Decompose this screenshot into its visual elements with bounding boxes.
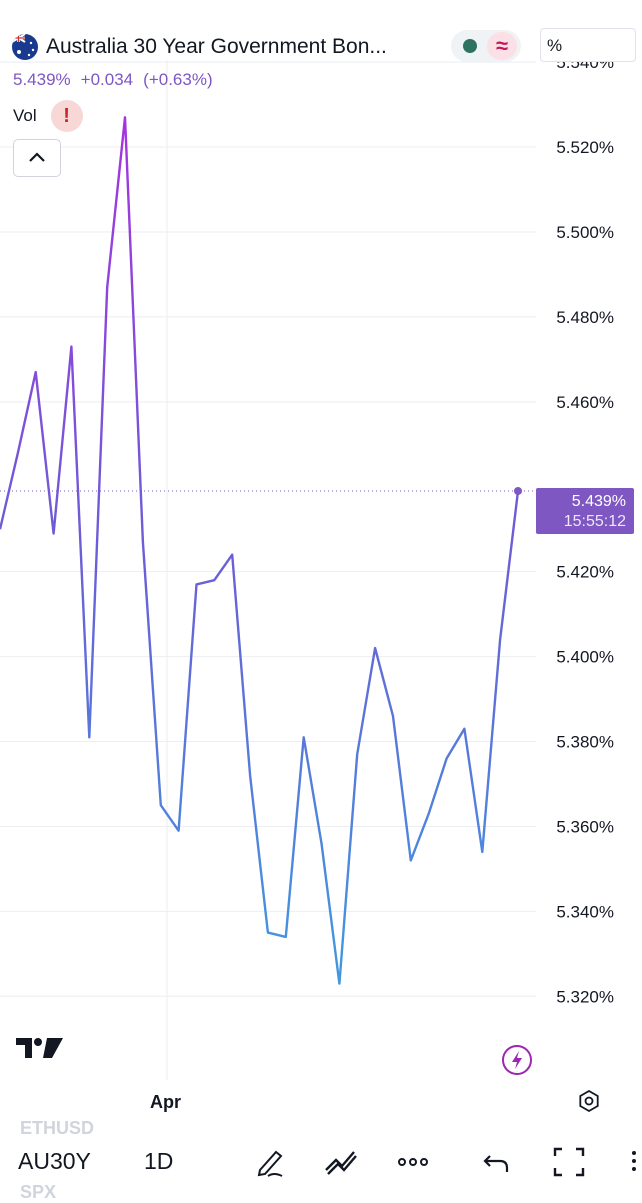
fullscreen-icon[interactable] <box>550 1144 588 1180</box>
y-axis-label: 5.480% <box>556 308 614 327</box>
y-axis-label: 5.420% <box>556 563 614 582</box>
chart-settings-icon[interactable] <box>576 1088 602 1114</box>
price-chart[interactable]: 5.540%5.520%5.500%5.480%5.460%5.420%5.40… <box>0 0 642 1130</box>
price-summary: 5.439% +0.034 (+0.63%) <box>13 70 213 90</box>
more-options-icon[interactable] <box>394 1144 432 1180</box>
australia-flag-icon <box>12 34 38 60</box>
price-change: +0.034 <box>80 70 134 89</box>
bottom-toolbar: AU30Y 1D <box>0 1134 642 1190</box>
undo-icon[interactable] <box>478 1144 516 1180</box>
overflow-menu-icon[interactable] <box>622 1144 642 1180</box>
y-axis-label: 5.500% <box>556 223 614 242</box>
y-axis-labels: 5.540%5.520%5.500%5.480%5.460%5.420%5.40… <box>556 53 614 1006</box>
volume-indicator-row: Vol ! <box>13 100 83 132</box>
y-axis-label: 5.460% <box>556 393 614 412</box>
tradingview-logo-icon[interactable] <box>16 1036 64 1065</box>
price-series-line <box>0 116 520 985</box>
collapse-legend-button[interactable] <box>13 139 61 177</box>
symbol-selector[interactable]: AU30Y <box>18 1148 91 1174</box>
last-price-time: 15:55:12 <box>563 513 626 530</box>
drawing-pen-icon[interactable] <box>252 1144 290 1180</box>
chart-grid <box>0 61 536 997</box>
last-price-value: 5.439% <box>571 493 626 510</box>
indicators-icon[interactable] <box>322 1144 360 1180</box>
x-axis-label-apr: Apr <box>150 1092 181 1112</box>
current-price: 5.439% <box>13 70 71 89</box>
percent-unit-selector[interactable]: % <box>540 28 636 62</box>
market-open-dot-icon <box>463 39 477 53</box>
last-price-tag: 5.439% 15:55:12 <box>536 488 634 534</box>
price-change-percent: (+0.63%) <box>143 70 213 89</box>
lightning-icon[interactable] <box>501 1044 533 1076</box>
y-axis-label: 5.340% <box>556 902 614 921</box>
ghost-symbol-below: SPX <box>20 1182 57 1202</box>
y-axis-label: 5.320% <box>556 987 614 1006</box>
market-status-pill[interactable]: ≈ <box>451 30 521 62</box>
chevron-up-icon <box>29 152 45 162</box>
volume-label[interactable]: Vol <box>13 106 37 125</box>
ghost-symbol-above: ETHUSD <box>20 1118 95 1138</box>
y-axis-label: 5.520% <box>556 138 614 157</box>
y-axis-label: 5.360% <box>556 817 614 836</box>
delayed-data-icon: ≈ <box>487 32 517 60</box>
interval-selector[interactable]: 1D <box>144 1148 174 1174</box>
symbol-header[interactable]: Australia 30 Year Government Bon... <box>12 30 387 64</box>
symbol-title[interactable]: Australia 30 Year Government Bon... <box>46 35 387 58</box>
y-axis-label: 5.400% <box>556 648 614 667</box>
y-axis-label: 5.380% <box>556 733 614 752</box>
last-price-dot <box>514 486 522 495</box>
warning-icon[interactable]: ! <box>50 100 83 132</box>
